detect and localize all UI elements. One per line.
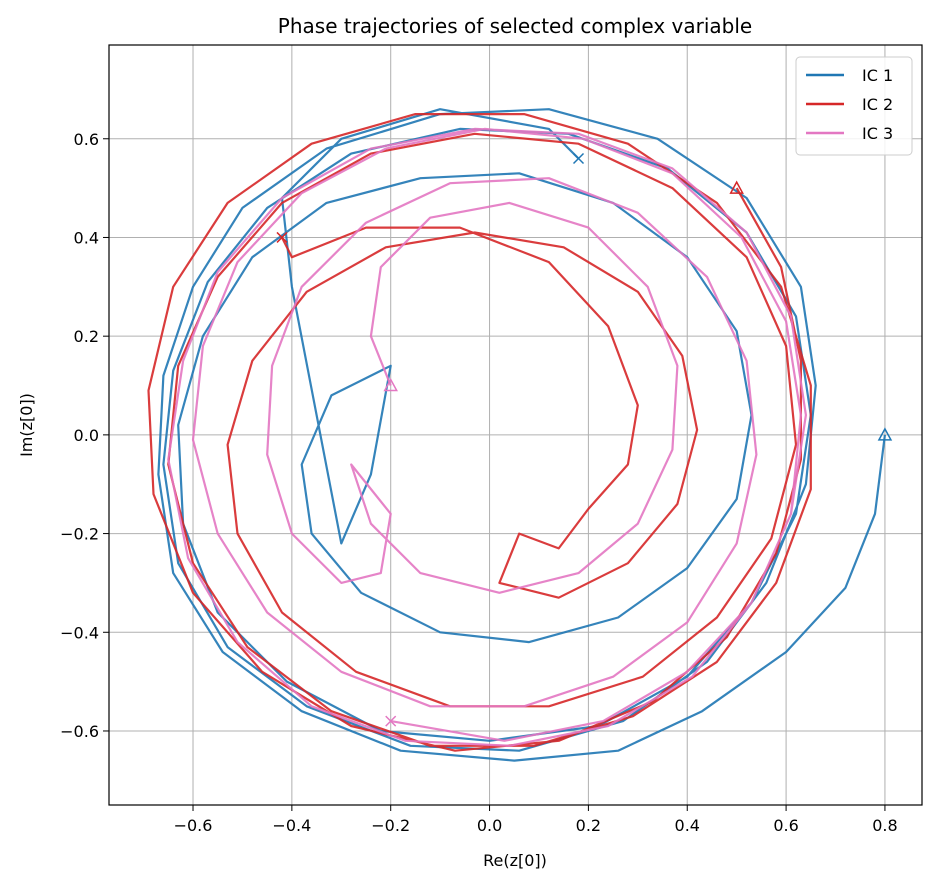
end-marker-3	[385, 715, 397, 727]
y-tick-label: 0.6	[74, 130, 99, 149]
x-tick-label: 0.2	[576, 816, 601, 835]
x-tick-label: −0.2	[371, 816, 410, 835]
start-marker-3	[383, 377, 398, 392]
end-marker-1	[572, 152, 585, 165]
y-axis-label: Im(z[0])	[17, 393, 36, 457]
start-marker-1	[877, 427, 893, 441]
legend: IC 1 IC 2 IC 3	[795, 56, 913, 156]
chart-title: Phase trajectories of selected complex v…	[278, 14, 752, 38]
legend-label-1: IC 1	[862, 66, 893, 85]
y-tick-label: −0.2	[60, 525, 99, 544]
plot-frame	[108, 44, 923, 806]
x-tick-label: 0.0	[477, 816, 502, 835]
x-axis-label: Re(z[0])	[483, 851, 547, 870]
end-marker-2	[276, 231, 288, 243]
x-tick-label: −0.4	[272, 816, 311, 835]
legend-label-2: IC 2	[862, 95, 893, 114]
y-tick-label: 0.4	[74, 228, 99, 247]
series-line-2	[147, 113, 812, 752]
x-tick-label: 0.4	[675, 816, 700, 835]
legend-box	[795, 56, 913, 156]
x-tick-label: 0.6	[773, 816, 798, 835]
axis-ticks: −0.6 −0.4 −0.2 0.0 0.2 0.4 0.6 0.8 −0.6 −0.4 −0.2 0…	[60, 130, 898, 835]
y-tick-label: 0.0	[74, 426, 99, 445]
y-tick-label: 0.2	[74, 327, 99, 346]
series-line-3	[167, 127, 807, 747]
series-layer	[147, 108, 893, 762]
legend-label-3: IC 3	[862, 124, 893, 143]
y-tick-label: −0.4	[60, 623, 99, 642]
x-tick-label: 0.8	[872, 816, 897, 835]
y-tick-label: −0.6	[60, 722, 99, 741]
start-marker-2	[729, 180, 744, 194]
x-tick-label: −0.6	[174, 816, 213, 835]
